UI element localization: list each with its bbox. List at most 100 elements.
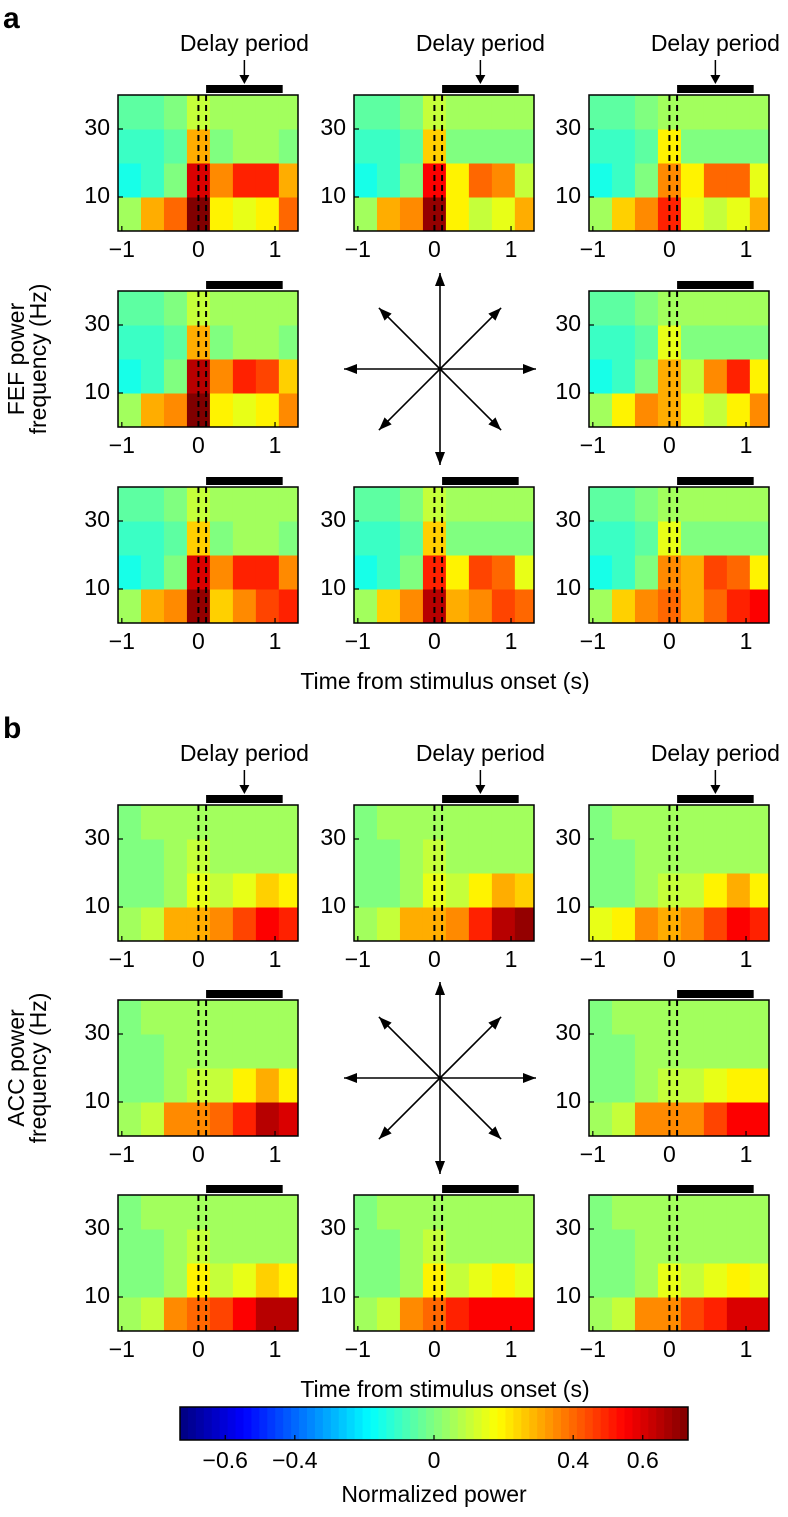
x-tick-label: 0 xyxy=(192,1336,205,1362)
heat-cell xyxy=(611,487,636,522)
heatmap xyxy=(589,487,769,623)
colorbar-swatch xyxy=(338,1407,348,1440)
heat-cell xyxy=(354,163,378,198)
heat-cell xyxy=(255,839,280,874)
heat-cell xyxy=(726,521,751,556)
heat-cell xyxy=(749,1034,769,1069)
heat-cell xyxy=(749,1068,769,1103)
heat-cell xyxy=(232,839,257,874)
y-tick-label: 30 xyxy=(320,1214,346,1240)
heat-cell xyxy=(680,1297,705,1331)
heat-cell xyxy=(118,589,142,623)
heat-cell xyxy=(749,1263,769,1298)
heat-cell xyxy=(634,1229,659,1264)
x-tick-label: 0 xyxy=(428,1336,441,1362)
heatmap xyxy=(118,1000,298,1136)
plot-frame xyxy=(117,1194,299,1332)
heat-cell xyxy=(611,521,636,556)
heat-cell xyxy=(611,95,636,130)
direction-arrow xyxy=(439,1077,502,1140)
heat-cell xyxy=(611,359,636,394)
heat-cell xyxy=(118,197,142,231)
heat-cell xyxy=(118,555,142,590)
heat-cell xyxy=(232,589,257,623)
heat-cell xyxy=(422,95,447,130)
colorbar-swatch xyxy=(211,1407,221,1440)
heat-cell xyxy=(611,555,636,590)
heat-cell xyxy=(255,1000,280,1035)
x-tick-label: −1 xyxy=(580,628,606,654)
y-axis-label: ACC power xyxy=(3,1009,29,1127)
y-tick-label: 30 xyxy=(84,310,110,336)
heat-cell xyxy=(589,1263,613,1298)
heat-cell xyxy=(399,589,424,623)
heat-cell xyxy=(278,291,298,326)
y-tick-label: 30 xyxy=(555,824,581,850)
heat-cell xyxy=(445,555,470,590)
heat-cell xyxy=(749,589,769,623)
heat-cell xyxy=(726,1068,751,1103)
x-tick-label: 0 xyxy=(663,628,676,654)
heat-cell xyxy=(118,487,142,522)
heat-cell xyxy=(422,907,447,941)
heat-cell xyxy=(680,839,705,874)
plot-frame xyxy=(117,486,299,624)
colorbar-swatch xyxy=(489,1407,498,1440)
heat-cell xyxy=(163,555,188,590)
heat-cell xyxy=(726,1000,751,1035)
heat-cell xyxy=(376,521,401,556)
x-tick-label: −1 xyxy=(109,432,135,458)
colorbar-label: Normalized power xyxy=(341,1481,527,1507)
delay-bar xyxy=(206,477,283,485)
colorbar-swatch xyxy=(561,1407,570,1440)
annotation: Delay period xyxy=(180,740,309,766)
heat-cell xyxy=(232,1102,257,1136)
heat-cell xyxy=(611,839,636,874)
y-tick-label: 10 xyxy=(555,892,581,918)
heat-cell xyxy=(703,1195,728,1230)
heat-cell xyxy=(749,521,769,556)
heat-cell xyxy=(278,129,298,164)
colorbar-swatch xyxy=(291,1407,300,1440)
heat-cell xyxy=(749,291,769,326)
heat-cell xyxy=(491,197,516,231)
direction-arrowhead xyxy=(523,364,536,374)
heat-cell xyxy=(680,555,705,590)
heatmap xyxy=(589,1000,769,1136)
x-tick-label: 1 xyxy=(269,1141,282,1167)
heat-cell xyxy=(491,1297,516,1331)
heat-cell xyxy=(232,393,257,427)
heat-cell xyxy=(468,1229,493,1264)
heat-cell xyxy=(514,95,534,130)
heatmap xyxy=(118,291,298,427)
heat-cell xyxy=(657,1000,682,1035)
heat-cell xyxy=(680,805,705,840)
heat-cell xyxy=(657,805,682,840)
heat-cell xyxy=(118,291,142,326)
direction-arrow xyxy=(378,368,441,431)
heat-cell xyxy=(468,1297,493,1331)
heat-cell xyxy=(209,1000,234,1035)
heat-cell xyxy=(445,129,470,164)
delay-bar xyxy=(206,795,283,803)
heat-cell xyxy=(422,1195,447,1230)
y-tick-label: 10 xyxy=(555,1282,581,1308)
y-tick-label: 30 xyxy=(555,310,581,336)
colorbar-swatch xyxy=(624,1407,633,1440)
annotation-arrowhead xyxy=(710,75,721,84)
direction-arrowhead xyxy=(378,417,392,431)
heat-cell xyxy=(255,197,280,231)
heat-cell xyxy=(118,1229,142,1264)
heat-cell xyxy=(354,1297,378,1331)
heat-cell xyxy=(634,521,659,556)
heat-cell xyxy=(140,555,165,590)
heat-cell xyxy=(278,907,298,941)
x-tick-label: 1 xyxy=(740,1141,753,1167)
heat-cell xyxy=(255,325,280,360)
heat-cell xyxy=(163,589,188,623)
heat-cell xyxy=(399,839,424,874)
heat-cell xyxy=(749,1195,769,1230)
heat-cell xyxy=(118,839,142,874)
direction-arrowhead xyxy=(523,1073,536,1083)
heat-cell xyxy=(491,95,516,130)
